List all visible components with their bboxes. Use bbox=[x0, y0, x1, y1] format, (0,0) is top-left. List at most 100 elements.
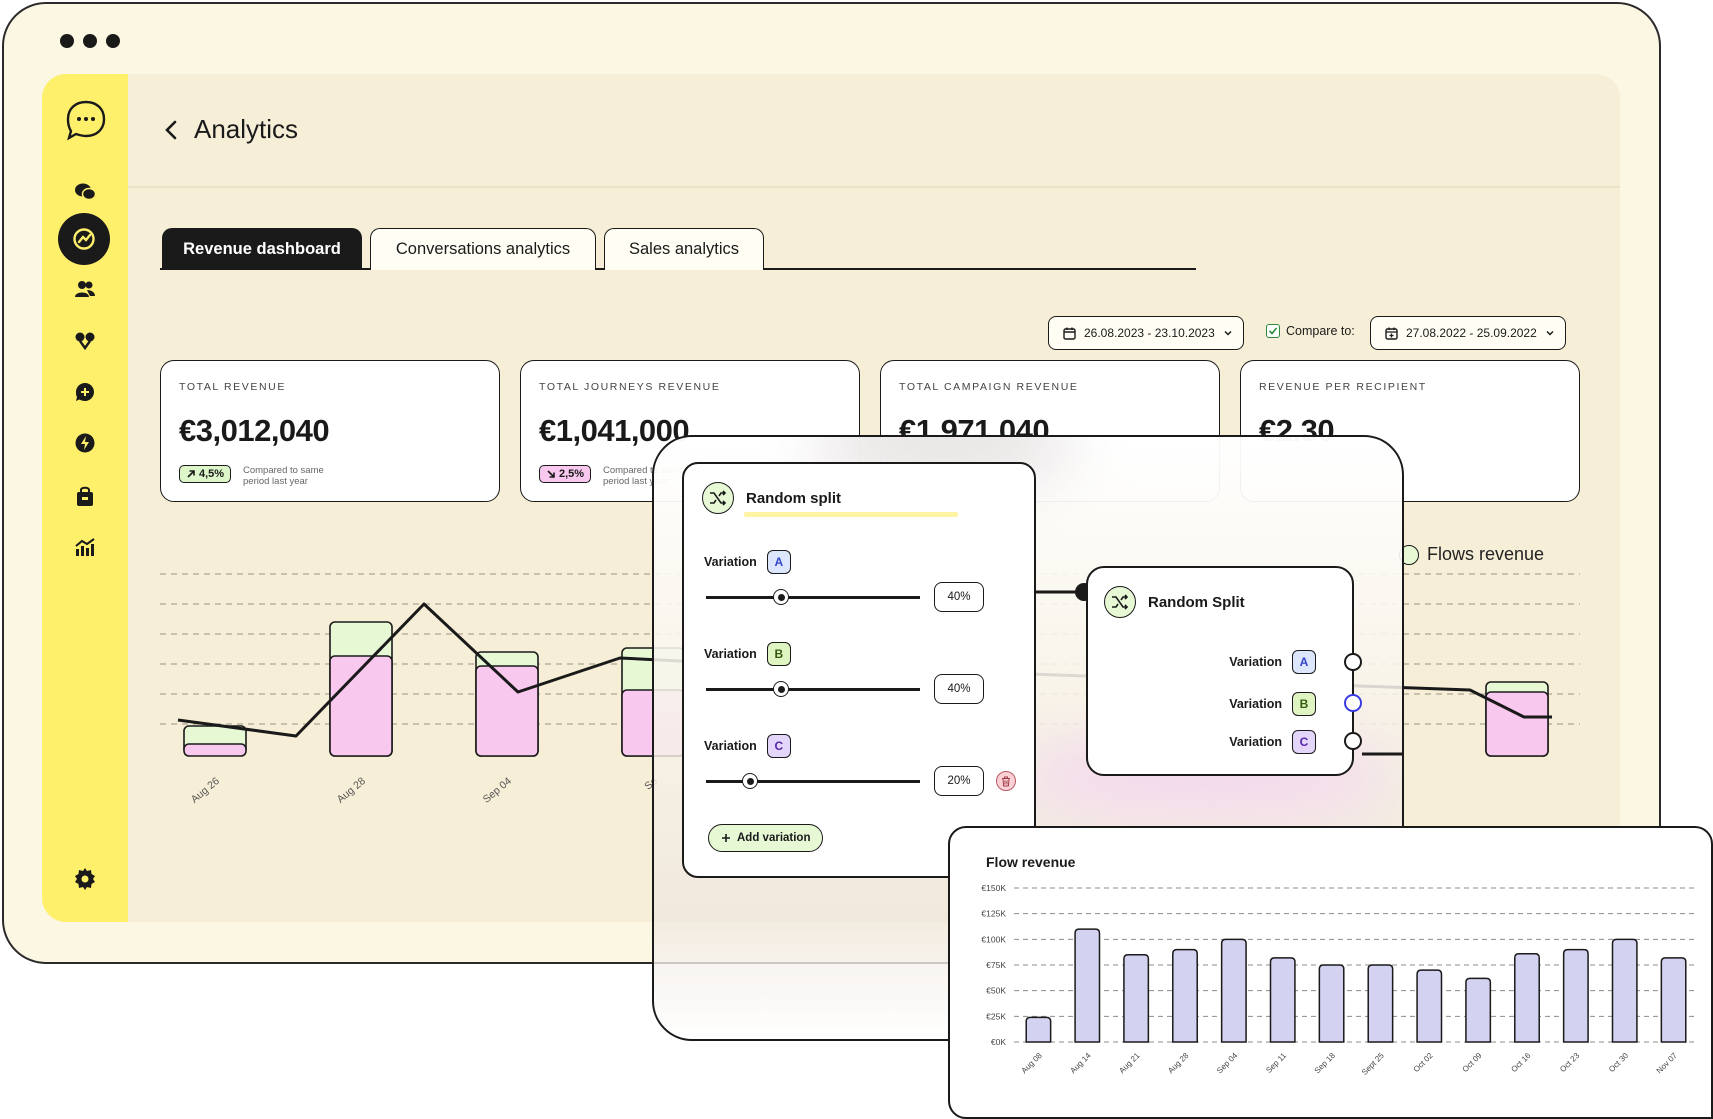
journeys-icon[interactable] bbox=[65, 321, 105, 361]
x-tick-label: Oct 02 bbox=[1412, 1051, 1435, 1074]
output-variation-c: Variation C bbox=[1229, 730, 1316, 754]
variation-b-row: Variation B bbox=[704, 642, 791, 666]
variation-label: Variation bbox=[704, 647, 757, 661]
variation-tag: B bbox=[1292, 692, 1316, 716]
variation-tag: A bbox=[1292, 650, 1316, 674]
date-range-value: 26.08.2023 - 23.10.2023 bbox=[1084, 326, 1215, 340]
title-highlight bbox=[744, 512, 958, 517]
x-tick-label: Oct 23 bbox=[1558, 1051, 1581, 1074]
automations-bolt-icon[interactable] bbox=[65, 423, 105, 463]
flow-revenue-card: Flow revenue €0K €25K €50K €75K €100K €125K €1… bbox=[948, 826, 1713, 1119]
y-tick-label: €25K bbox=[986, 1011, 1006, 1021]
shop-bag-icon[interactable] bbox=[65, 476, 105, 516]
variation-c-slider[interactable] bbox=[706, 773, 920, 789]
compare-label: Compare to: bbox=[1286, 324, 1355, 338]
chevron-down-icon bbox=[1546, 330, 1554, 336]
random-split-node[interactable]: Random split Variation A 40% Variation B 4… bbox=[682, 462, 1036, 878]
x-tick-label: Sep 11 bbox=[1264, 1051, 1288, 1075]
window-controls[interactable] bbox=[60, 34, 120, 48]
calendar-icon bbox=[1063, 327, 1076, 340]
compare-range-picker[interactable]: 27.08.2022 - 25.09.2022 bbox=[1370, 316, 1566, 350]
output-port-a[interactable] bbox=[1344, 653, 1362, 671]
bar bbox=[1220, 938, 1247, 1043]
kpi-note: Compared to same period last year bbox=[243, 465, 324, 487]
variation-a-slider[interactable] bbox=[706, 589, 920, 605]
x-tick-label: Sep 04 bbox=[1215, 1051, 1240, 1076]
variation-tag: C bbox=[766, 734, 791, 758]
x-tick-label: Oct 30 bbox=[1607, 1051, 1630, 1074]
bar bbox=[1123, 953, 1150, 1043]
change-value: 2,5% bbox=[559, 468, 585, 480]
variation-label: Variation bbox=[704, 739, 757, 753]
logo-chat-bubble-icon[interactable] bbox=[64, 98, 108, 142]
bar bbox=[1269, 957, 1296, 1043]
compare-toggle[interactable]: Compare to: bbox=[1266, 324, 1355, 338]
variation-a-percent[interactable]: 40% bbox=[934, 582, 984, 612]
campaigns-bar bbox=[183, 743, 247, 757]
bar bbox=[1025, 1016, 1052, 1043]
add-variation-button[interactable]: Add variation bbox=[708, 824, 824, 852]
compare-range-value: 27.08.2022 - 25.09.2022 bbox=[1406, 326, 1537, 340]
check-icon bbox=[1268, 327, 1278, 335]
tab-revenue-dashboard[interactable]: Revenue dashboard bbox=[162, 228, 362, 270]
kpi-note: Compared to same period last year bbox=[603, 465, 684, 487]
random-split-output-node[interactable]: Random Split Variation A Variation B Varia… bbox=[1086, 566, 1362, 776]
arrow-down-right-icon bbox=[547, 470, 555, 478]
slider-thumb[interactable] bbox=[742, 773, 758, 789]
back-chevron-icon[interactable] bbox=[164, 120, 178, 145]
bar bbox=[1562, 948, 1589, 1043]
page-title: Analytics bbox=[194, 114, 299, 144]
variation-label: Variation bbox=[1229, 697, 1282, 711]
node-title: Random split bbox=[746, 489, 842, 507]
plus-icon bbox=[722, 834, 730, 842]
output-variation-b: Variation B bbox=[1229, 692, 1316, 716]
variation-c-percent[interactable]: 20% bbox=[934, 766, 984, 796]
x-tick-label: Oct 09 bbox=[1461, 1051, 1484, 1074]
y-tick-label: €100K bbox=[981, 934, 1006, 944]
variation-b-percent[interactable]: 40% bbox=[934, 674, 984, 704]
kpi-value: €3,012,040 bbox=[179, 413, 330, 448]
variation-tag: C bbox=[1292, 730, 1316, 754]
shuffle-icon bbox=[1104, 586, 1136, 618]
analytics-active-icon[interactable] bbox=[58, 213, 110, 265]
flow-revenue-bar-chart: €0K €25K €50K €75K €100K €125K €150K Aug 08 Aug … bbox=[981, 883, 1698, 1077]
tab-conversations-analytics[interactable]: Conversations analytics bbox=[370, 228, 596, 270]
x-tick-label: Sept 25 bbox=[1360, 1051, 1386, 1077]
slider-thumb[interactable] bbox=[773, 589, 789, 605]
campaigns-plus-icon[interactable] bbox=[65, 372, 105, 412]
kpi-label: TOTAL CAMPAIGN REVENUE bbox=[899, 381, 1079, 393]
node-title: Random Split bbox=[1148, 593, 1245, 611]
conversations-icon[interactable] bbox=[65, 172, 105, 212]
campaigns-bar bbox=[329, 655, 393, 757]
x-tick-label: Oct 16 bbox=[1509, 1051, 1532, 1074]
x-tick-label: Nov 07 bbox=[1655, 1051, 1680, 1076]
compare-checkbox[interactable] bbox=[1266, 324, 1280, 338]
tab-bar: Revenue dashboard Conversations analytic… bbox=[160, 228, 1196, 270]
bar bbox=[1172, 948, 1198, 1043]
change-badge-up: 4,5% bbox=[179, 465, 232, 483]
reports-chart-icon[interactable] bbox=[65, 528, 105, 568]
x-tick-label: Aug 21 bbox=[1117, 1051, 1142, 1076]
output-port-b[interactable] bbox=[1344, 694, 1362, 712]
variation-b-slider[interactable] bbox=[706, 681, 920, 697]
trash-icon[interactable] bbox=[996, 771, 1016, 791]
variation-c-row: Variation C bbox=[704, 734, 791, 758]
date-range-picker[interactable]: 26.08.2023 - 23.10.2023 bbox=[1048, 316, 1244, 350]
chart-title: Flow revenue bbox=[986, 854, 1076, 870]
sidebar bbox=[42, 74, 128, 922]
y-tick-label: €150K bbox=[981, 883, 1006, 893]
slider-thumb[interactable] bbox=[773, 681, 789, 697]
kpi-total-revenue: TOTAL REVENUE €3,012,040 4,5% Compared t… bbox=[160, 360, 500, 502]
page-header: Analytics bbox=[128, 74, 1620, 188]
shuffle-icon bbox=[702, 482, 734, 514]
contacts-icon[interactable] bbox=[65, 269, 105, 309]
output-port-c[interactable] bbox=[1344, 732, 1362, 750]
bar bbox=[1367, 964, 1394, 1043]
settings-gear-icon[interactable] bbox=[65, 859, 105, 899]
change-badge-down: 2,5% bbox=[539, 465, 592, 483]
variation-a-row: Variation A bbox=[704, 550, 791, 574]
bar bbox=[1611, 938, 1638, 1043]
tab-sales-analytics[interactable]: Sales analytics bbox=[604, 228, 764, 270]
variation-tag: B bbox=[766, 642, 791, 666]
bar bbox=[1074, 928, 1101, 1043]
